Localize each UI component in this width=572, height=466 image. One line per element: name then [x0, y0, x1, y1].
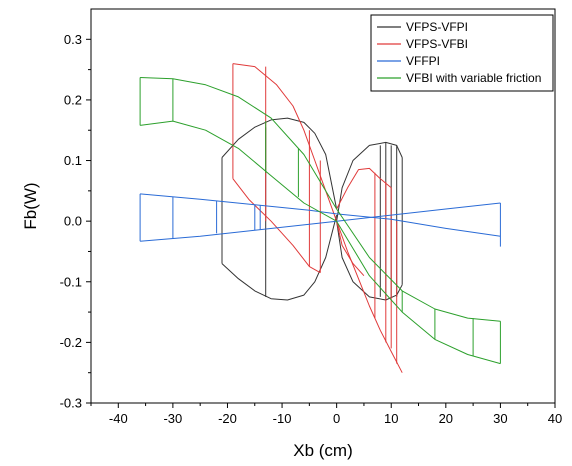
x-tick-label-2: -20 — [218, 411, 237, 426]
series-1-segment-1 — [232, 178, 321, 274]
series-0-segment-4 — [336, 141, 403, 222]
series-3-segment-1 — [140, 120, 501, 365]
y-tick-label-0: -0.3 — [60, 396, 82, 411]
legend-label-0: VFPS-VFPI — [406, 20, 468, 34]
y-tick-label-1: -0.2 — [60, 335, 82, 350]
x-tick-label-8: 40 — [548, 411, 562, 426]
series-1-segment-6 — [336, 167, 392, 210]
series-1-segment-0 — [232, 63, 403, 373]
x-tick-label-4: 0 — [333, 411, 340, 426]
legend: VFPS-VFPI VFPS-VFBI VFFPI VFBI with variabl… — [370, 14, 554, 92]
y-tick-label-2: -0.1 — [60, 274, 82, 289]
series-3-segment-0 — [140, 77, 501, 322]
series-3 — [139, 77, 501, 365]
x-tick-label-5: 10 — [384, 411, 398, 426]
legend-label-2: VFFPI — [406, 54, 440, 68]
x-tick-label-0: -40 — [109, 411, 128, 426]
series-0-segment-1 — [221, 214, 338, 301]
legend-label-3: VFBI with variable friction — [406, 71, 541, 85]
x-tick-label-6: 20 — [439, 411, 453, 426]
y-tick-label-5: 0.2 — [64, 92, 82, 107]
series-1-segment-7 — [336, 221, 365, 277]
series-layer — [139, 63, 501, 373]
legend-box — [370, 14, 554, 92]
y-tick-label-4: 0.1 — [64, 153, 82, 168]
series-0-segment-0 — [221, 117, 338, 210]
plot-frame — [90, 8, 556, 404]
series-2-segment-1 — [140, 202, 501, 242]
series-2 — [139, 193, 501, 247]
legend-label-1: VFPS-VFBI — [406, 37, 468, 51]
x-tick-label-7: 30 — [493, 411, 507, 426]
ticks-layer: -40 -30 -20 -10 0 10 20 30 40 -0.3 -0.2 -0.1 0.0 0.1 0… — [60, 32, 563, 426]
x-tick-label-3: -10 — [273, 411, 292, 426]
y-tick-label-3: 0.0 — [64, 214, 82, 229]
y-axis-title: Fb(W) — [21, 182, 40, 229]
series-0-segment-5 — [336, 221, 403, 301]
y-tick-label-6: 0.3 — [64, 32, 82, 47]
x-axis-title: Xb (cm) — [293, 441, 353, 460]
series-1 — [232, 63, 403, 373]
series-2-segment-0 — [140, 193, 501, 237]
x-tick-label-1: -30 — [163, 411, 182, 426]
